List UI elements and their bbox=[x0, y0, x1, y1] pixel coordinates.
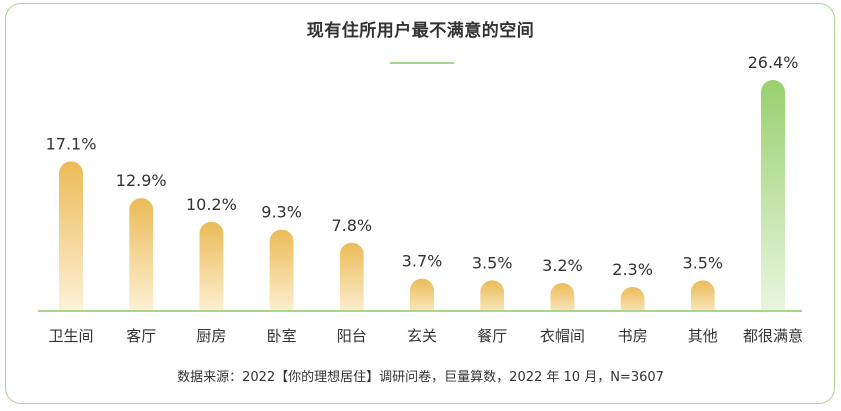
category-label: 餐厅 bbox=[477, 327, 507, 345]
value-label: 3.5% bbox=[472, 253, 513, 272]
value-label: 3.2% bbox=[542, 256, 583, 275]
bar-都很满意 bbox=[761, 80, 785, 323]
data-source-note: 数据来源：2022【你的理想居住】调研问卷，巨量算数，2022 年 10 月，N… bbox=[177, 370, 664, 385]
category-label: 卧室 bbox=[267, 327, 297, 345]
value-label: 26.4% bbox=[748, 53, 799, 72]
bar-厨房 bbox=[199, 222, 223, 323]
value-labels-group: 17.1% 12.9% 10.2% 9.3% 7.8% 3.7% 3.5% 3.2% 2.3% 3… bbox=[46, 53, 799, 279]
category-label: 厨房 bbox=[196, 327, 226, 345]
value-label: 10.2% bbox=[186, 195, 237, 214]
category-labels-group: 卫生间 客厅 厨房 卧室 阳台 玄关 餐厅 衣帽间 书房 其他 都很满意 bbox=[48, 327, 803, 345]
value-label: 7.8% bbox=[331, 216, 372, 235]
category-label: 都很满意 bbox=[743, 327, 803, 345]
value-label: 17.1% bbox=[46, 134, 97, 153]
bar-书房 bbox=[621, 287, 645, 323]
category-label: 其他 bbox=[688, 327, 718, 345]
bar-餐厅 bbox=[480, 280, 504, 323]
bar-其他 bbox=[691, 280, 715, 323]
category-label: 书房 bbox=[618, 327, 648, 345]
category-label: 客厅 bbox=[126, 327, 156, 345]
bar-客厅 bbox=[129, 198, 153, 323]
chart-title: 现有住所用户最不满意的空间 bbox=[306, 21, 535, 41]
value-label: 12.9% bbox=[116, 171, 167, 190]
bar-衣帽间 bbox=[550, 283, 574, 323]
bar-卧室 bbox=[270, 230, 294, 323]
title-underline bbox=[390, 62, 454, 64]
category-label: 阳台 bbox=[337, 327, 367, 345]
bar-卫生间 bbox=[59, 161, 83, 323]
value-label: 2.3% bbox=[612, 260, 653, 279]
value-label: 3.7% bbox=[402, 252, 443, 271]
bar-玄关 bbox=[410, 279, 434, 323]
category-label: 卫生间 bbox=[48, 327, 93, 345]
bar-阳台 bbox=[340, 243, 364, 323]
bars-group bbox=[59, 80, 785, 323]
category-label: 衣帽间 bbox=[540, 327, 585, 345]
value-label: 9.3% bbox=[261, 203, 302, 222]
category-label: 玄关 bbox=[407, 327, 437, 345]
value-label: 3.5% bbox=[682, 253, 723, 272]
